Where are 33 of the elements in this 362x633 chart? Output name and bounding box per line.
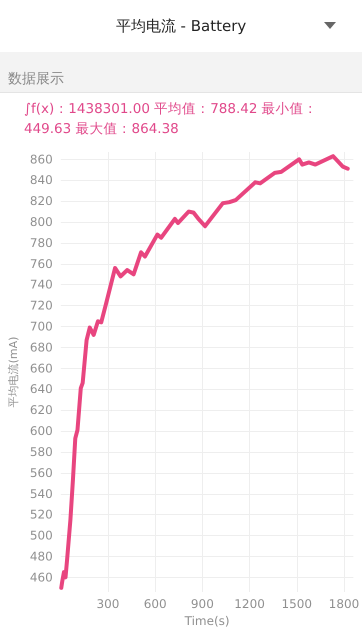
x-tick-label: 1500 — [281, 597, 312, 611]
y-tick-label: 540 — [30, 486, 53, 501]
y-tick-label: 480 — [30, 549, 53, 564]
y-tick-label: 840 — [30, 173, 53, 188]
y-tick-label: 500 — [30, 528, 53, 543]
y-tick-label: 780 — [30, 236, 53, 250]
y-tick-label: 820 — [30, 194, 53, 208]
line-series — [59, 154, 350, 590]
y-tick-label: 740 — [30, 278, 53, 292]
y-tick-label: 760 — [30, 256, 53, 271]
chart-subtitle: 数据展示 — [8, 71, 64, 87]
y-tick-label: 800 — [30, 215, 53, 230]
y-tick-label: 580 — [30, 444, 53, 459]
y-tick-label: 520 — [30, 508, 53, 522]
y-tick-label: 700 — [30, 320, 53, 334]
y-tick-label: 460 — [30, 570, 53, 584]
y-tick-label: 620 — [30, 403, 53, 418]
y-tick-label: 720 — [30, 298, 53, 313]
x-tick-label: 600 — [144, 597, 167, 611]
x-tick-label: 300 — [96, 597, 120, 611]
y-tick-label: 640 — [30, 382, 53, 396]
x-tick-label: 1200 — [234, 597, 265, 611]
text: ∫f(x)：1438301.00 平均值：788.42 最小值：449.63 最大值：864.38 — [24, 100, 319, 139]
x-axis-title: Time(s) — [184, 614, 230, 628]
y-axis-title: 平均电流(mA) — [7, 336, 20, 408]
y-tick-label: 860 — [30, 152, 53, 166]
y-tick-label: 560 — [30, 466, 53, 480]
y-tick-label: 680 — [30, 340, 53, 354]
x-tick-label: 1800 — [328, 597, 360, 611]
y-tick-label: 660 — [30, 361, 53, 376]
x-tick-label: 900 — [190, 597, 214, 611]
chart-title: 平均电流 - Battery — [116, 16, 246, 36]
y-tick-label: 600 — [30, 424, 53, 438]
